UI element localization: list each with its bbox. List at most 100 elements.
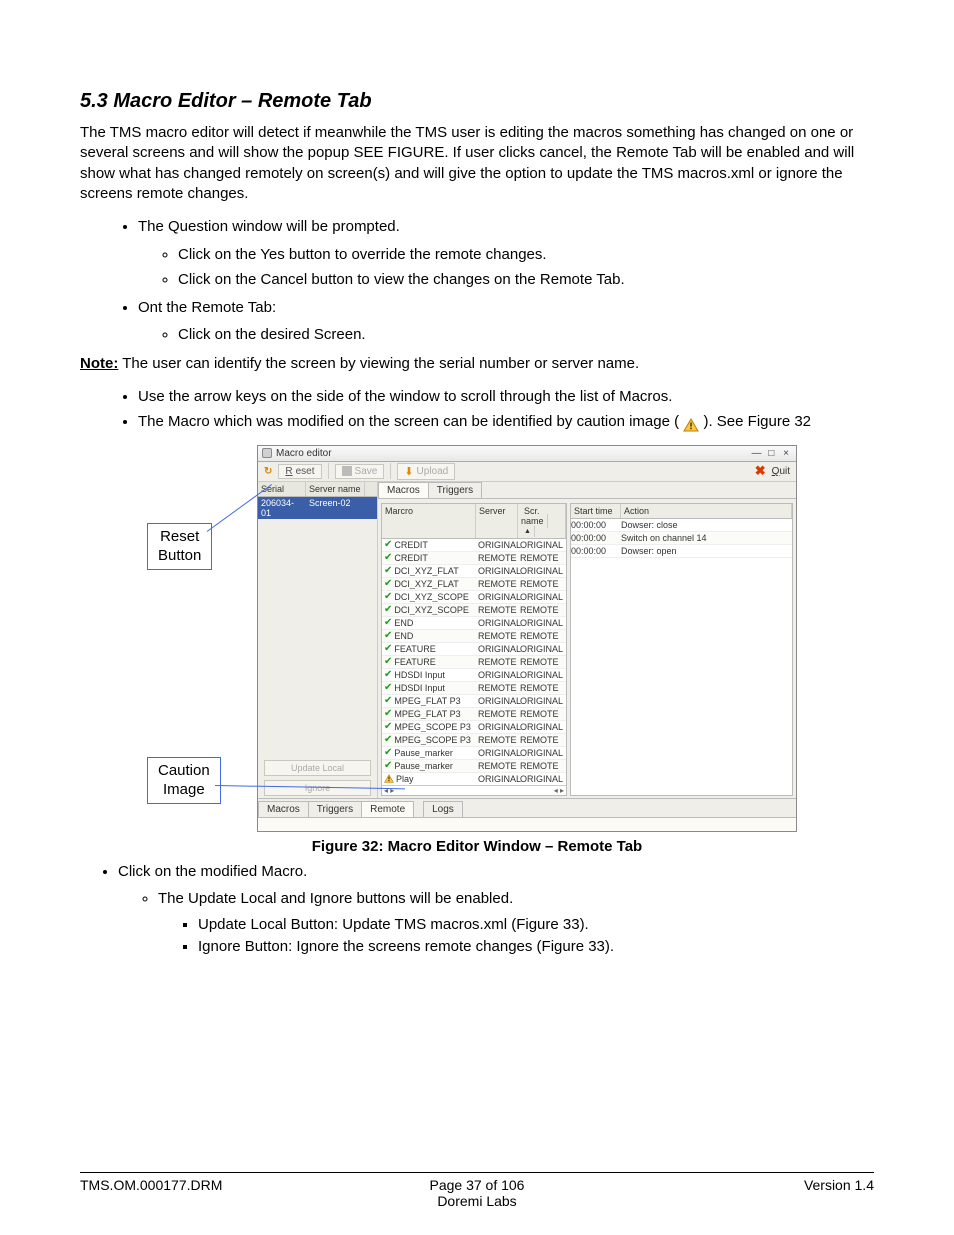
- check-icon: ✔: [384, 683, 392, 693]
- macro-scr: REMOTE: [518, 657, 566, 667]
- macro-server: REMOTE: [476, 709, 518, 719]
- macro-name: MPEG_SCOPE P3: [394, 722, 471, 732]
- action-text: Switch on channel 14: [621, 533, 792, 543]
- table-row[interactable]: ✔DCI_XYZ_SCOPEREMOTEREMOTE: [382, 604, 566, 617]
- side-scroll: [378, 796, 796, 798]
- check-icon: ✔: [384, 709, 392, 719]
- caution-icon: [384, 774, 394, 783]
- table-row[interactable]: Play ORIGINALORIGINAL: [382, 773, 566, 785]
- table-row[interactable]: 00:00:00Dowser: open: [571, 545, 792, 558]
- macro-scr: ORIGINAL: [518, 774, 566, 784]
- macro-name: HDSDI Input: [394, 683, 445, 693]
- macro-table-body: ✔CREDITORIGINALORIGINAL✔CREDITREMOTEREMO…: [382, 539, 566, 785]
- macro-editor-window: Macro editor — □ × ↻ Reset Save ⬇Upload …: [257, 445, 797, 832]
- bottom-tabs: Macros Triggers Remote Logs: [258, 798, 796, 817]
- check-icon: ✔: [384, 553, 392, 563]
- macro-name: HDSDI Input: [394, 670, 445, 680]
- btab-macros[interactable]: Macros: [258, 801, 309, 817]
- toolbar: ↻ Reset Save ⬇Upload ✖ Quit: [258, 462, 796, 482]
- footer-center: Page 37 of 106Doremi Labs: [80, 1177, 874, 1209]
- check-icon: ✔: [384, 631, 392, 641]
- table-row[interactable]: ✔HDSDI InputORIGINALORIGINAL: [382, 669, 566, 682]
- table-row[interactable]: ✔MPEG_FLAT P3ORIGINALORIGINAL: [382, 695, 566, 708]
- macro-name: MPEG_FLAT P3: [394, 709, 460, 719]
- table-row[interactable]: ✔Pause_markerREMOTEREMOTE: [382, 760, 566, 773]
- table-row[interactable]: ✔DCI_XYZ_FLATREMOTEREMOTE: [382, 578, 566, 591]
- macro-scr: REMOTE: [518, 605, 566, 615]
- tab-macros[interactable]: Macros: [378, 482, 429, 498]
- tab-triggers[interactable]: Triggers: [428, 482, 482, 498]
- macro-name: END: [394, 618, 413, 628]
- table-row[interactable]: ✔CREDITORIGINALORIGINAL: [382, 539, 566, 552]
- macro-server: ORIGINAL: [476, 748, 518, 758]
- btab-triggers[interactable]: Triggers: [308, 801, 362, 817]
- btab-remote[interactable]: Remote: [361, 801, 414, 817]
- macro-name: DCI_XYZ_FLAT: [394, 566, 458, 576]
- check-icon: ✔: [384, 657, 392, 667]
- screen-serial: 206034-01: [258, 497, 306, 519]
- table-row[interactable]: ✔HDSDI InputREMOTEREMOTE: [382, 682, 566, 695]
- maximize-button[interactable]: □: [765, 448, 777, 459]
- col-macro[interactable]: Marcro: [382, 504, 476, 538]
- close-button[interactable]: ×: [780, 448, 792, 459]
- table-row[interactable]: 00:00:00Switch on channel 14: [571, 532, 792, 545]
- col-server-name[interactable]: Server name: [306, 482, 365, 496]
- macro-scrollbar[interactable]: ◂ ▸◂ ▸: [382, 785, 566, 795]
- macro-server: REMOTE: [476, 657, 518, 667]
- macro-server: REMOTE: [476, 761, 518, 771]
- table-row[interactable]: ✔MPEG_SCOPE P3REMOTEREMOTE: [382, 734, 566, 747]
- upload-icon: ⬇: [404, 465, 413, 478]
- check-icon: ✔: [384, 540, 392, 550]
- screen-server: Screen-02: [306, 497, 354, 519]
- note-line: Note: The user can identify the screen b…: [80, 354, 874, 374]
- macros-pane: Macros Triggers Marcro Server Scr. name …: [378, 482, 796, 798]
- table-row[interactable]: ✔FEATUREREMOTEREMOTE: [382, 656, 566, 669]
- table-row[interactable]: ✔MPEG_FLAT P3REMOTEREMOTE: [382, 708, 566, 721]
- upload-button[interactable]: ⬇Upload: [397, 463, 455, 480]
- macro-server: ORIGINAL: [476, 644, 518, 654]
- macro-server: REMOTE: [476, 579, 518, 589]
- macro-server: ORIGINAL: [476, 696, 518, 706]
- table-row[interactable]: ✔ENDREMOTEREMOTE: [382, 630, 566, 643]
- refresh-icon[interactable]: ↻: [264, 466, 272, 477]
- update-local-button[interactable]: Update Local: [264, 760, 371, 776]
- macro-scr: ORIGINAL: [518, 644, 566, 654]
- col-scr-name[interactable]: Scr. name ▲: [518, 504, 566, 538]
- macro-scr: ORIGINAL: [518, 748, 566, 758]
- check-icon: ✔: [384, 592, 392, 602]
- table-row[interactable]: ✔ENDORIGINALORIGINAL: [382, 617, 566, 630]
- macro-server: ORIGINAL: [476, 774, 518, 784]
- save-button[interactable]: Save: [335, 464, 385, 479]
- table-row[interactable]: ✔DCI_XYZ_FLATORIGINALORIGINAL: [382, 565, 566, 578]
- col-action[interactable]: Action: [621, 504, 792, 518]
- macro-name: FEATURE: [394, 644, 435, 654]
- table-row[interactable]: ✔FEATUREORIGINALORIGINAL: [382, 643, 566, 656]
- screen-row[interactable]: 206034-01 Screen-02: [258, 497, 377, 519]
- table-row[interactable]: ✔DCI_XYZ_SCOPEORIGINALORIGINAL: [382, 591, 566, 604]
- check-icon: ✔: [384, 761, 392, 771]
- quit-button[interactable]: Quit: [772, 466, 790, 477]
- macro-name: MPEG_FLAT P3: [394, 696, 460, 706]
- macro-name: MPEG_SCOPE P3: [394, 735, 471, 745]
- macro-scr: ORIGINAL: [518, 670, 566, 680]
- bullet-update-local: Update Local Button: Update TMS macros.x…: [198, 914, 874, 937]
- macro-name: Play: [396, 774, 414, 784]
- table-row[interactable]: ✔MPEG_SCOPE P3ORIGINALORIGINAL: [382, 721, 566, 734]
- minimize-button[interactable]: —: [750, 448, 762, 459]
- table-row[interactable]: ✔Pause_markerORIGINALORIGINAL: [382, 747, 566, 760]
- bullet-buttons-enabled: The Update Local and Ignore buttons will…: [158, 886, 874, 959]
- screens-pane: Serial Server name 206034-01 Screen-02 U…: [258, 482, 378, 798]
- table-row[interactable]: ✔CREDITREMOTEREMOTE: [382, 552, 566, 565]
- col-server[interactable]: Server: [476, 504, 518, 538]
- bullet-on-remote-tab: Ont the Remote Tab: Click on the desired…: [138, 295, 874, 348]
- table-row[interactable]: 00:00:00Dowser: close: [571, 519, 792, 532]
- check-icon: ✔: [384, 579, 392, 589]
- bullet-cancel-view: Click on the Cancel button to view the c…: [178, 267, 874, 293]
- reset-button[interactable]: Reset: [278, 464, 321, 479]
- macro-name: CREDIT: [394, 540, 428, 550]
- intro-paragraph: The TMS macro editor will detect if mean…: [80, 123, 874, 204]
- btab-logs[interactable]: Logs: [423, 801, 463, 817]
- macro-server: REMOTE: [476, 553, 518, 563]
- macro-server: REMOTE: [476, 605, 518, 615]
- col-start-time[interactable]: Start time: [571, 504, 621, 518]
